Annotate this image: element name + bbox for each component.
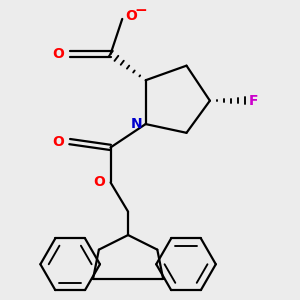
Text: O: O bbox=[52, 47, 64, 61]
Text: O: O bbox=[125, 9, 137, 23]
Text: O: O bbox=[52, 135, 64, 148]
Text: F: F bbox=[249, 94, 258, 108]
Text: −: − bbox=[135, 3, 148, 18]
Text: O: O bbox=[93, 176, 105, 190]
Text: N: N bbox=[131, 117, 143, 131]
